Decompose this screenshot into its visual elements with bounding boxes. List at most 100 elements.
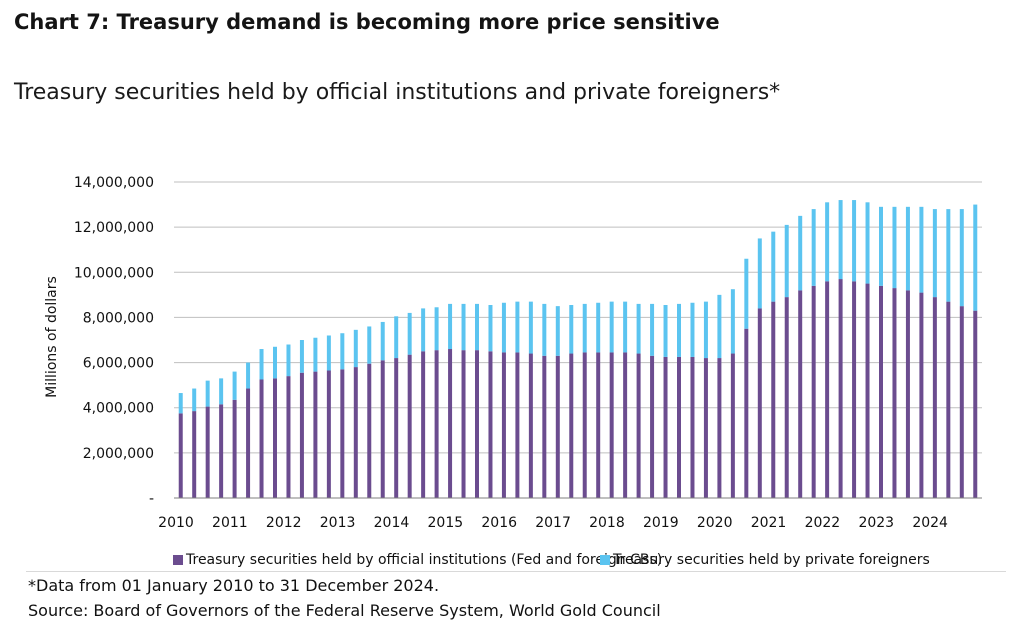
bar-official bbox=[771, 301, 776, 498]
bar-official bbox=[219, 404, 224, 498]
x-tick-label: 2018 bbox=[589, 515, 625, 531]
bar-private bbox=[528, 301, 533, 354]
bar-official bbox=[192, 411, 197, 498]
y-axis-label: Millions of dollars bbox=[44, 276, 60, 398]
bar-official bbox=[475, 350, 479, 498]
bar-official bbox=[650, 355, 655, 498]
bar-official bbox=[340, 369, 345, 498]
x-tick-label: 2022 bbox=[805, 515, 841, 531]
bar-private bbox=[380, 321, 385, 361]
bar-private bbox=[461, 303, 466, 351]
bar-private bbox=[219, 378, 224, 405]
bar-official bbox=[273, 378, 277, 498]
x-tick-label: 2012 bbox=[266, 515, 302, 531]
bar-official bbox=[798, 290, 803, 498]
bar-official bbox=[865, 283, 870, 498]
bar-official bbox=[326, 370, 331, 498]
x-tick-label: 2015 bbox=[428, 515, 464, 531]
stacked-bar-chart: - 2,000,000 4,000,000 6,000,000 8,000,000 10,… bbox=[44, 175, 982, 568]
bar-private bbox=[488, 305, 493, 352]
bar-official bbox=[784, 297, 789, 498]
bar-official bbox=[205, 406, 210, 498]
bar-official bbox=[892, 288, 897, 498]
bar-private bbox=[650, 303, 655, 356]
y-tick-label: - bbox=[149, 491, 154, 507]
y-axis-ticks: - 2,000,000 4,000,000 6,000,000 8,000,000 10,… bbox=[74, 175, 154, 507]
bar-private bbox=[919, 206, 924, 293]
bars bbox=[178, 200, 978, 498]
legend-swatch-official bbox=[173, 555, 183, 565]
x-tick-label: 2014 bbox=[374, 515, 410, 531]
bar-private bbox=[905, 206, 910, 291]
bar-official bbox=[811, 285, 816, 498]
bar-official bbox=[461, 350, 466, 498]
bar-official bbox=[542, 355, 547, 498]
chart-subtitle: Treasury securities held by official ins… bbox=[14, 80, 781, 105]
bar-official bbox=[744, 328, 749, 498]
bar-official bbox=[515, 352, 520, 498]
bar-private bbox=[757, 238, 762, 309]
footnote: *Data from 01 January 2010 to 31 Decembe… bbox=[28, 576, 440, 595]
x-axis-ticks: 2010 2011 2012 2013 2014 2015 2016 2017 2018 2019… bbox=[158, 515, 948, 531]
x-tick-label: 2010 bbox=[158, 515, 194, 531]
bar-official bbox=[946, 301, 951, 498]
bar-official bbox=[582, 352, 587, 498]
bar-private bbox=[542, 303, 547, 356]
bar-private bbox=[973, 204, 978, 311]
bar-private bbox=[434, 307, 439, 351]
bar-private bbox=[475, 303, 479, 351]
bar-private bbox=[353, 329, 358, 368]
legend: Treasury securities held by official ins… bbox=[173, 552, 930, 568]
bar-private bbox=[852, 200, 857, 282]
bar-private bbox=[205, 380, 210, 407]
bar-official bbox=[959, 306, 964, 498]
y-tick-label: 6,000,000 bbox=[83, 356, 154, 372]
bar-official bbox=[663, 356, 668, 498]
bar-private bbox=[811, 209, 816, 286]
bar-official bbox=[407, 354, 412, 498]
bar-private bbox=[677, 303, 681, 357]
bar-private bbox=[663, 305, 668, 357]
bar-official bbox=[757, 308, 762, 498]
gridlines bbox=[174, 181, 982, 454]
bar-official bbox=[434, 350, 439, 498]
bar-private bbox=[932, 209, 937, 298]
bar-private bbox=[784, 224, 789, 298]
bar-official bbox=[286, 376, 291, 498]
bar-private bbox=[879, 206, 883, 286]
y-tick-label: 12,000,000 bbox=[74, 220, 154, 236]
legend-label-private: Treasury securities held by private fore… bbox=[612, 552, 930, 568]
bar-official bbox=[232, 399, 237, 498]
x-tick-label: 2023 bbox=[858, 515, 894, 531]
bar-private bbox=[798, 215, 803, 291]
bar-official bbox=[528, 353, 533, 498]
bar-private bbox=[771, 231, 776, 302]
bar-private bbox=[730, 289, 735, 354]
bar-official bbox=[825, 281, 830, 498]
bar-official bbox=[717, 358, 722, 498]
bar-official bbox=[919, 292, 924, 498]
bar-official bbox=[609, 352, 614, 498]
y-tick-label: 4,000,000 bbox=[83, 401, 154, 417]
bar-official bbox=[421, 351, 426, 498]
bar-private bbox=[313, 337, 318, 372]
x-tick-label: 2021 bbox=[751, 515, 787, 531]
chart-title: Chart 7: Treasury demand is becoming mor… bbox=[14, 10, 720, 34]
bar-official bbox=[730, 353, 735, 498]
bar-private bbox=[340, 333, 345, 370]
bar-official bbox=[488, 351, 493, 498]
bar-official bbox=[838, 279, 843, 498]
source-note: Source: Board of Governors of the Federa… bbox=[28, 601, 661, 620]
bar-official bbox=[380, 360, 385, 498]
bar-official bbox=[353, 367, 358, 498]
bar-private bbox=[192, 388, 197, 412]
bar-private bbox=[623, 301, 628, 353]
bar-private bbox=[407, 312, 412, 355]
bar-private bbox=[892, 206, 897, 289]
legend-label-official: Treasury securities held by official ins… bbox=[185, 552, 662, 568]
y-tick-label: 8,000,000 bbox=[83, 310, 154, 326]
x-tick-label: 2017 bbox=[535, 515, 571, 531]
bar-official bbox=[879, 285, 883, 498]
bar-private bbox=[515, 301, 520, 353]
bar-private bbox=[501, 302, 506, 353]
